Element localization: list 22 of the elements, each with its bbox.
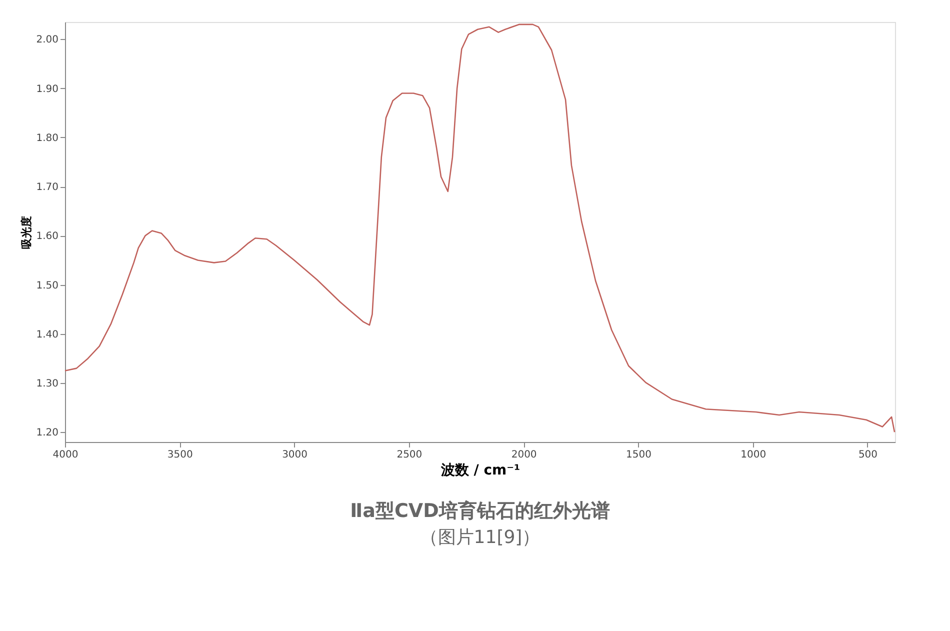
x-tick-label: 3000	[282, 450, 308, 460]
text: Ⅱa型CVD培育钻石的红外光谱	[350, 500, 610, 522]
x-tick-label: 4000	[52, 450, 78, 460]
x-tick-label: 2500	[396, 450, 422, 460]
x-axis-title: 波数 / cm⁻¹	[440, 462, 520, 478]
x-tick-label: 500	[858, 450, 878, 460]
y-tick-label: 1.30	[36, 378, 58, 390]
y-tick-label: 1.60	[36, 231, 58, 242]
y-tick-label: 1.40	[36, 329, 58, 340]
y-tick-label: 1.20	[36, 428, 58, 439]
y-tick-label: 1.50	[36, 280, 58, 292]
y-tick-label: 2.00	[36, 34, 58, 46]
text: （图片11[9]）	[420, 527, 540, 548]
x-tick-label: 1500	[626, 450, 652, 460]
x-tick-label: 3500	[167, 450, 193, 460]
y-tick-label: 1.90	[36, 84, 58, 95]
y-axis-title: 吸光度	[20, 216, 34, 249]
line-series	[64, 24, 896, 433]
y-tick-label: 1.80	[36, 132, 58, 144]
x-tick-label: 1000	[740, 450, 766, 460]
x-tick-label: 2000	[511, 450, 537, 460]
y-tick-label: 1.70	[36, 182, 58, 194]
